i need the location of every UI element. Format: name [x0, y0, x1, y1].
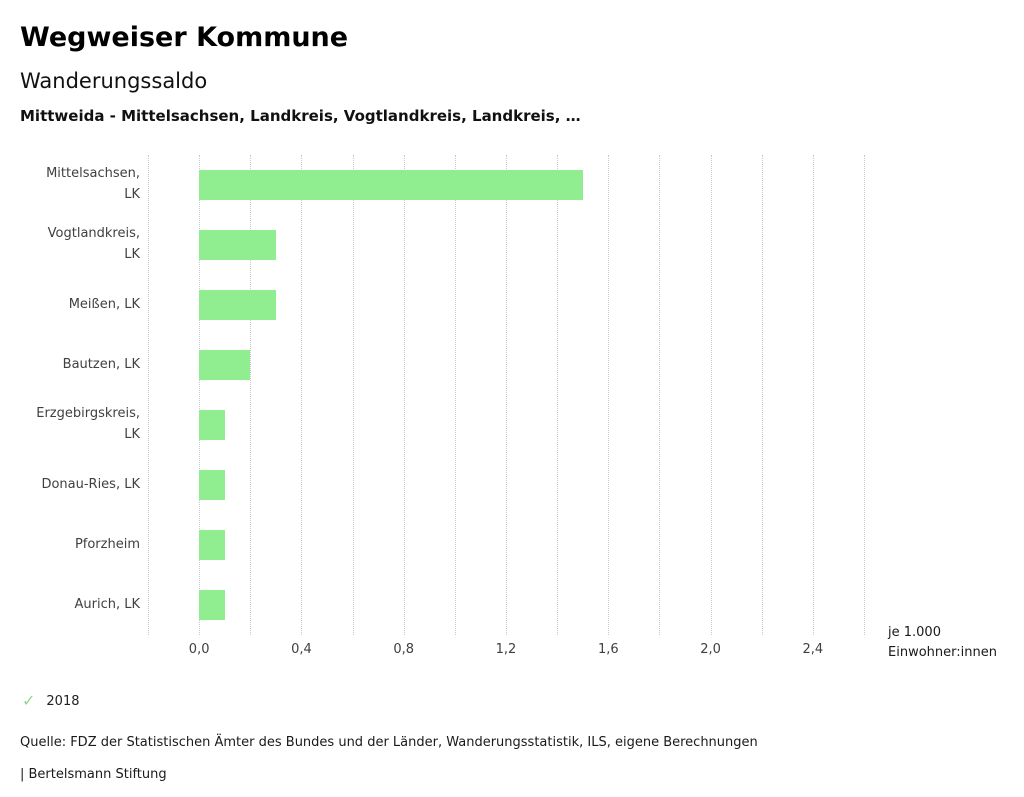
- category-label: Aurich, LK: [74, 596, 140, 612]
- gridline: [761, 155, 763, 635]
- attribution-text: | Bertelsmann Stiftung: [20, 767, 167, 782]
- check-icon: ✓: [22, 691, 36, 710]
- gridline: [301, 155, 303, 635]
- x-axis-unit-line2: Einwohner:innen: [888, 645, 997, 660]
- category-label: Erzgebirgskreis, LK: [36, 406, 140, 442]
- bar-2018-Bautzen, LK[interactable]: [199, 350, 251, 380]
- legend-year-label: 2018: [46, 693, 80, 709]
- bar-2018-Aurich, LK[interactable]: [199, 590, 225, 620]
- x-axis-unit-line1: je 1.000: [888, 625, 941, 640]
- category-label: Pforzheim: [74, 536, 140, 552]
- gridline: [659, 155, 661, 635]
- gridline: [352, 155, 354, 635]
- category-label: Donau-Ries, LK: [41, 476, 140, 492]
- x-tick-label: 0,8: [393, 642, 415, 657]
- category-labels: Mittelsachsen, LK Vogtlandkreis, LK Meißen…: [20, 155, 140, 635]
- gridline: [506, 155, 507, 635]
- chart-title: Wanderungssaldo: [20, 69, 208, 93]
- gridline: [864, 155, 865, 635]
- gridline: [710, 155, 712, 635]
- x-tick-label: 1,6: [597, 642, 619, 657]
- gridline: [403, 155, 405, 635]
- gridline: [454, 155, 456, 635]
- category-label: Mittelsachsen, LK: [46, 166, 140, 202]
- x-tick-label: 0,4: [291, 642, 312, 657]
- category-label: Meißen, LK: [68, 296, 140, 312]
- gridline: [608, 155, 610, 635]
- bar-2018-Erzgebirgskreis, LK[interactable]: [199, 410, 225, 440]
- x-axis-unit-label: je 1.000 Einwohner:innen: [888, 623, 997, 663]
- selection-subtitle: Mittweida - Mittelsachsen, Landkreis, Vo…: [20, 107, 581, 125]
- gridline: [812, 155, 814, 635]
- x-tick-label: 1,2: [495, 642, 517, 657]
- source-text: Quelle: FDZ der Statistischen Ämter des …: [20, 735, 758, 750]
- category-label: Vogtlandkreis, LK: [47, 226, 140, 262]
- page-title: Wegweiser Kommune: [20, 22, 349, 53]
- x-tick-label: 2,4: [802, 642, 824, 657]
- gridline: [148, 155, 149, 635]
- category-label: Bautzen, LK: [62, 356, 140, 372]
- bar-2018-Meißen, LK[interactable]: [199, 290, 276, 320]
- gridline: [557, 155, 559, 635]
- legend: ✓ 2018: [22, 693, 1004, 709]
- gridline: [199, 155, 201, 635]
- gridline: [250, 155, 252, 635]
- x-tick-label: 2,0: [700, 642, 721, 657]
- bar-2018-Mittelsachsen, LK[interactable]: [199, 170, 583, 200]
- bar-2018-Vogtlandkreis, LK[interactable]: [199, 230, 276, 260]
- bar-2018-Pforzheim[interactable]: [199, 530, 225, 560]
- plot-area: 0,0 0,4 0,8 1,2 1,6 2,0 2,4: [148, 155, 865, 657]
- bar-2018-Donau-Ries, LK[interactable]: [199, 470, 225, 500]
- x-tick-label: 0,0: [188, 642, 210, 657]
- bar-chart: Mittelsachsen, LK Vogtlandkreis, LK Meißen…: [20, 155, 1004, 667]
